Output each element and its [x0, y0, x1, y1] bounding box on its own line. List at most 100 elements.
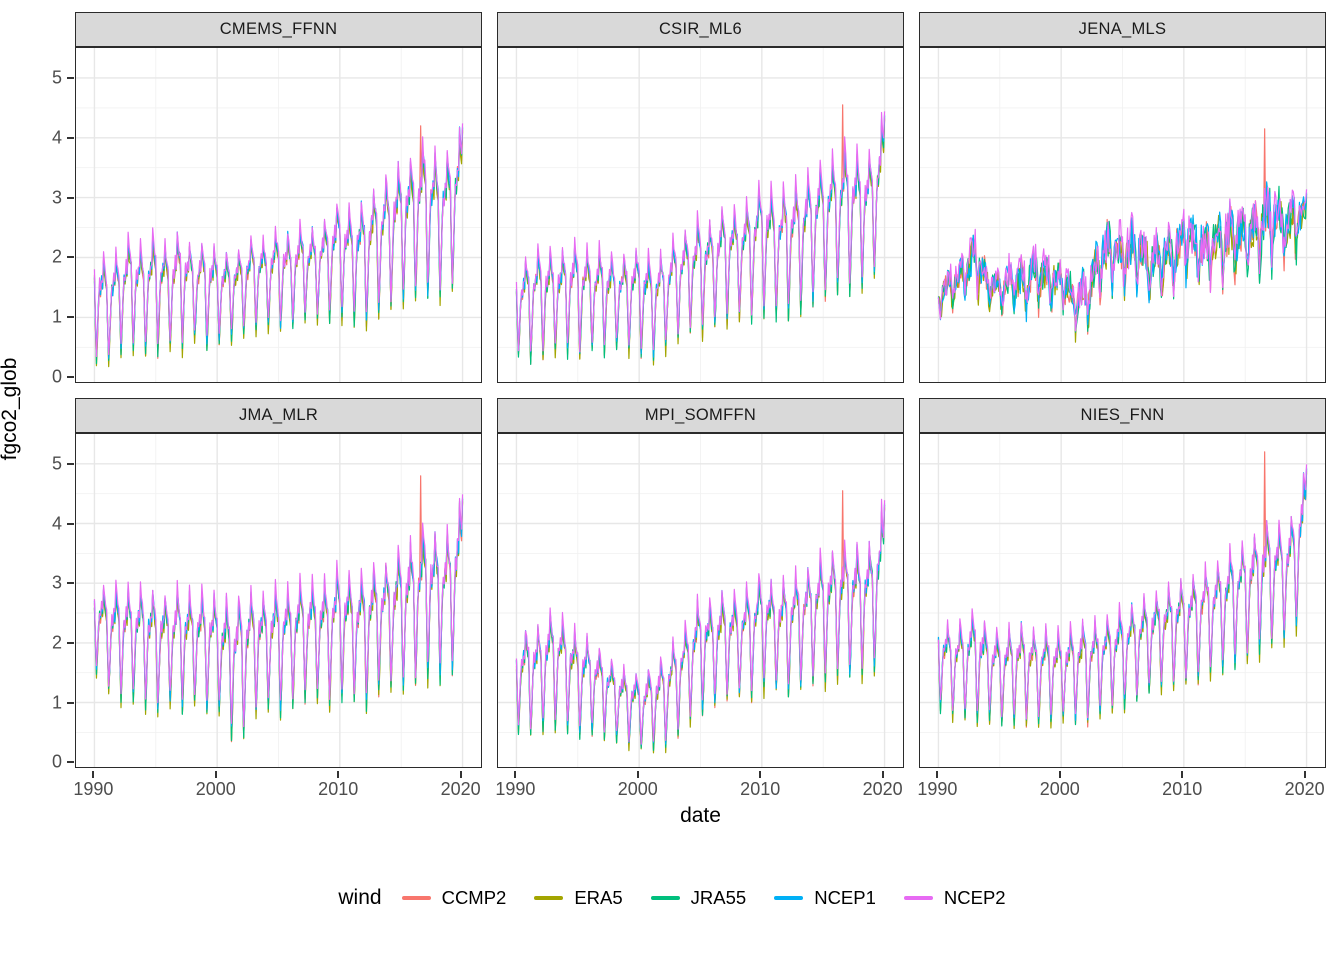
x-axis-tick-label: 2020 — [862, 779, 903, 799]
x-axis-tick — [337, 771, 340, 778]
x-axis-tick — [636, 771, 639, 778]
x-axis-tick-label: 1990 — [917, 779, 958, 799]
facet-jena-mls: JENA_MLS — [919, 12, 1326, 383]
y-axis-tick — [67, 376, 74, 379]
gridlines-major — [76, 48, 481, 382]
y-axis-tick — [67, 196, 74, 199]
legend-label: NCEP2 — [943, 887, 1006, 908]
x-axis-tick-label: 1990 — [495, 779, 536, 799]
y-axis-title: fgco2_glob — [0, 357, 21, 461]
series-line-ncep2 — [515, 498, 886, 745]
y-axis-tick-label: 5 — [51, 453, 62, 474]
x-axis-tick — [514, 771, 517, 778]
series-line-ncep2 — [93, 494, 464, 728]
legend-entry-ncep2: NCEP2 — [903, 887, 1006, 909]
y-axis-tick-label: 4 — [51, 513, 62, 534]
facet-csir-ml6: CSIR_ML6 — [497, 12, 904, 383]
legend-entry-jra55: JRA55 — [650, 887, 747, 909]
y-axis-tick-label: 3 — [51, 572, 62, 593]
legend-entry-ccmp2: CCMP2 — [401, 887, 506, 909]
facet-panel — [919, 47, 1326, 383]
facet-plot — [920, 48, 1325, 382]
facet-plot — [76, 434, 481, 767]
y-axis-tick — [67, 256, 74, 259]
y-axis-tick — [67, 641, 74, 644]
x-axis-tick — [1303, 771, 1306, 778]
x-axis-tick — [881, 771, 884, 778]
x-axis-tick-label: 2010 — [318, 779, 359, 799]
legend-label: JRA55 — [690, 887, 747, 908]
y-axis-tick — [67, 701, 74, 704]
facet-strip: MPI_SOMFFN — [497, 398, 904, 433]
legend-entry-ncep1: NCEP1 — [774, 887, 876, 909]
y-axis-tick-label: 1 — [51, 306, 62, 327]
legend-label: NCEP1 — [814, 887, 876, 908]
x-axis-tick-label: 2010 — [740, 779, 781, 799]
x-axis-tick-label: 2010 — [1162, 779, 1203, 799]
y-axis-tick-label: 3 — [51, 187, 62, 208]
y-axis-tick — [67, 76, 74, 79]
legend-title: wind — [338, 886, 382, 909]
facet-strip: JMA_MLR — [75, 398, 482, 433]
facet-plot — [76, 48, 481, 382]
x-axis-tick-label: 2020 — [440, 779, 481, 799]
legend-key-line-icon — [534, 896, 564, 900]
facet-panel — [75, 433, 482, 768]
x-axis-tick — [759, 771, 762, 778]
x-axis-tick — [1181, 771, 1184, 778]
y-axis-tick-label: 4 — [51, 127, 62, 148]
facet-plot — [498, 48, 903, 382]
legend-key-line-icon — [774, 896, 804, 900]
legend-key-line-icon — [903, 896, 933, 900]
y-axis-tick-label: 0 — [51, 366, 62, 387]
legend-label: ERA5 — [574, 887, 623, 908]
x-axis-tick-label: 2000 — [617, 779, 658, 799]
y-axis-tick — [67, 522, 74, 525]
facet-strip: CMEMS_FFNN — [75, 12, 482, 47]
gridlines-major — [498, 48, 903, 382]
x-axis-tick-label: 2000 — [1039, 779, 1080, 799]
facet-mpi-somffn: MPI_SOMFFN — [497, 398, 904, 768]
facet-plot — [920, 434, 1325, 767]
facet-strip: CSIR_ML6 — [497, 12, 904, 47]
y-axis-tick — [67, 761, 74, 764]
y-axis-tick-label: 2 — [51, 632, 62, 653]
x-axis-tick — [92, 771, 95, 778]
gridlines-minor — [76, 48, 481, 382]
y-axis-tick-label: 0 — [51, 751, 62, 772]
y-axis-tick — [67, 316, 74, 319]
facet-strip: JENA_MLS — [919, 12, 1326, 47]
x-axis-tick-label: 2000 — [195, 779, 236, 799]
y-axis-tick — [67, 136, 74, 139]
x-axis-tick-label: 1990 — [73, 779, 114, 799]
x-axis-tick — [1058, 771, 1061, 778]
facet-panel — [497, 433, 904, 768]
facet-panel — [497, 47, 904, 383]
gridlines-minor — [498, 48, 903, 382]
series-line-ncep2 — [515, 111, 886, 353]
legend-key-line-icon — [650, 896, 680, 900]
y-axis-tick-label: 1 — [51, 692, 62, 713]
x-axis-tick-label: 2020 — [1284, 779, 1325, 799]
facet-nies-fnn: NIES_FNN — [919, 398, 1326, 768]
x-axis-title: date — [680, 804, 721, 827]
legend: wind CCMP2 ERA5 JRA55 NCEP1 NCEP2 — [0, 886, 1344, 910]
y-axis-tick-label: 2 — [51, 246, 62, 267]
legend-key-line-icon — [401, 896, 431, 900]
y-axis-tick-label: 5 — [51, 67, 62, 88]
facet-panel — [919, 433, 1326, 768]
series-line-ncep2 — [937, 186, 1308, 332]
gridlines-minor — [498, 434, 903, 767]
x-axis-tick — [459, 771, 462, 778]
facet-jma-mlr: JMA_MLR — [75, 398, 482, 768]
x-axis-tick — [936, 771, 939, 778]
facet-panel — [75, 47, 482, 383]
gridlines-minor — [920, 434, 1325, 767]
facet-cmems-ffnn: CMEMS_FFNN — [75, 12, 482, 383]
facet-plot — [498, 434, 903, 767]
y-axis-tick — [67, 462, 74, 465]
x-axis-tick — [214, 771, 217, 778]
series-line-ncep2 — [93, 123, 464, 358]
y-axis-tick — [67, 582, 74, 585]
